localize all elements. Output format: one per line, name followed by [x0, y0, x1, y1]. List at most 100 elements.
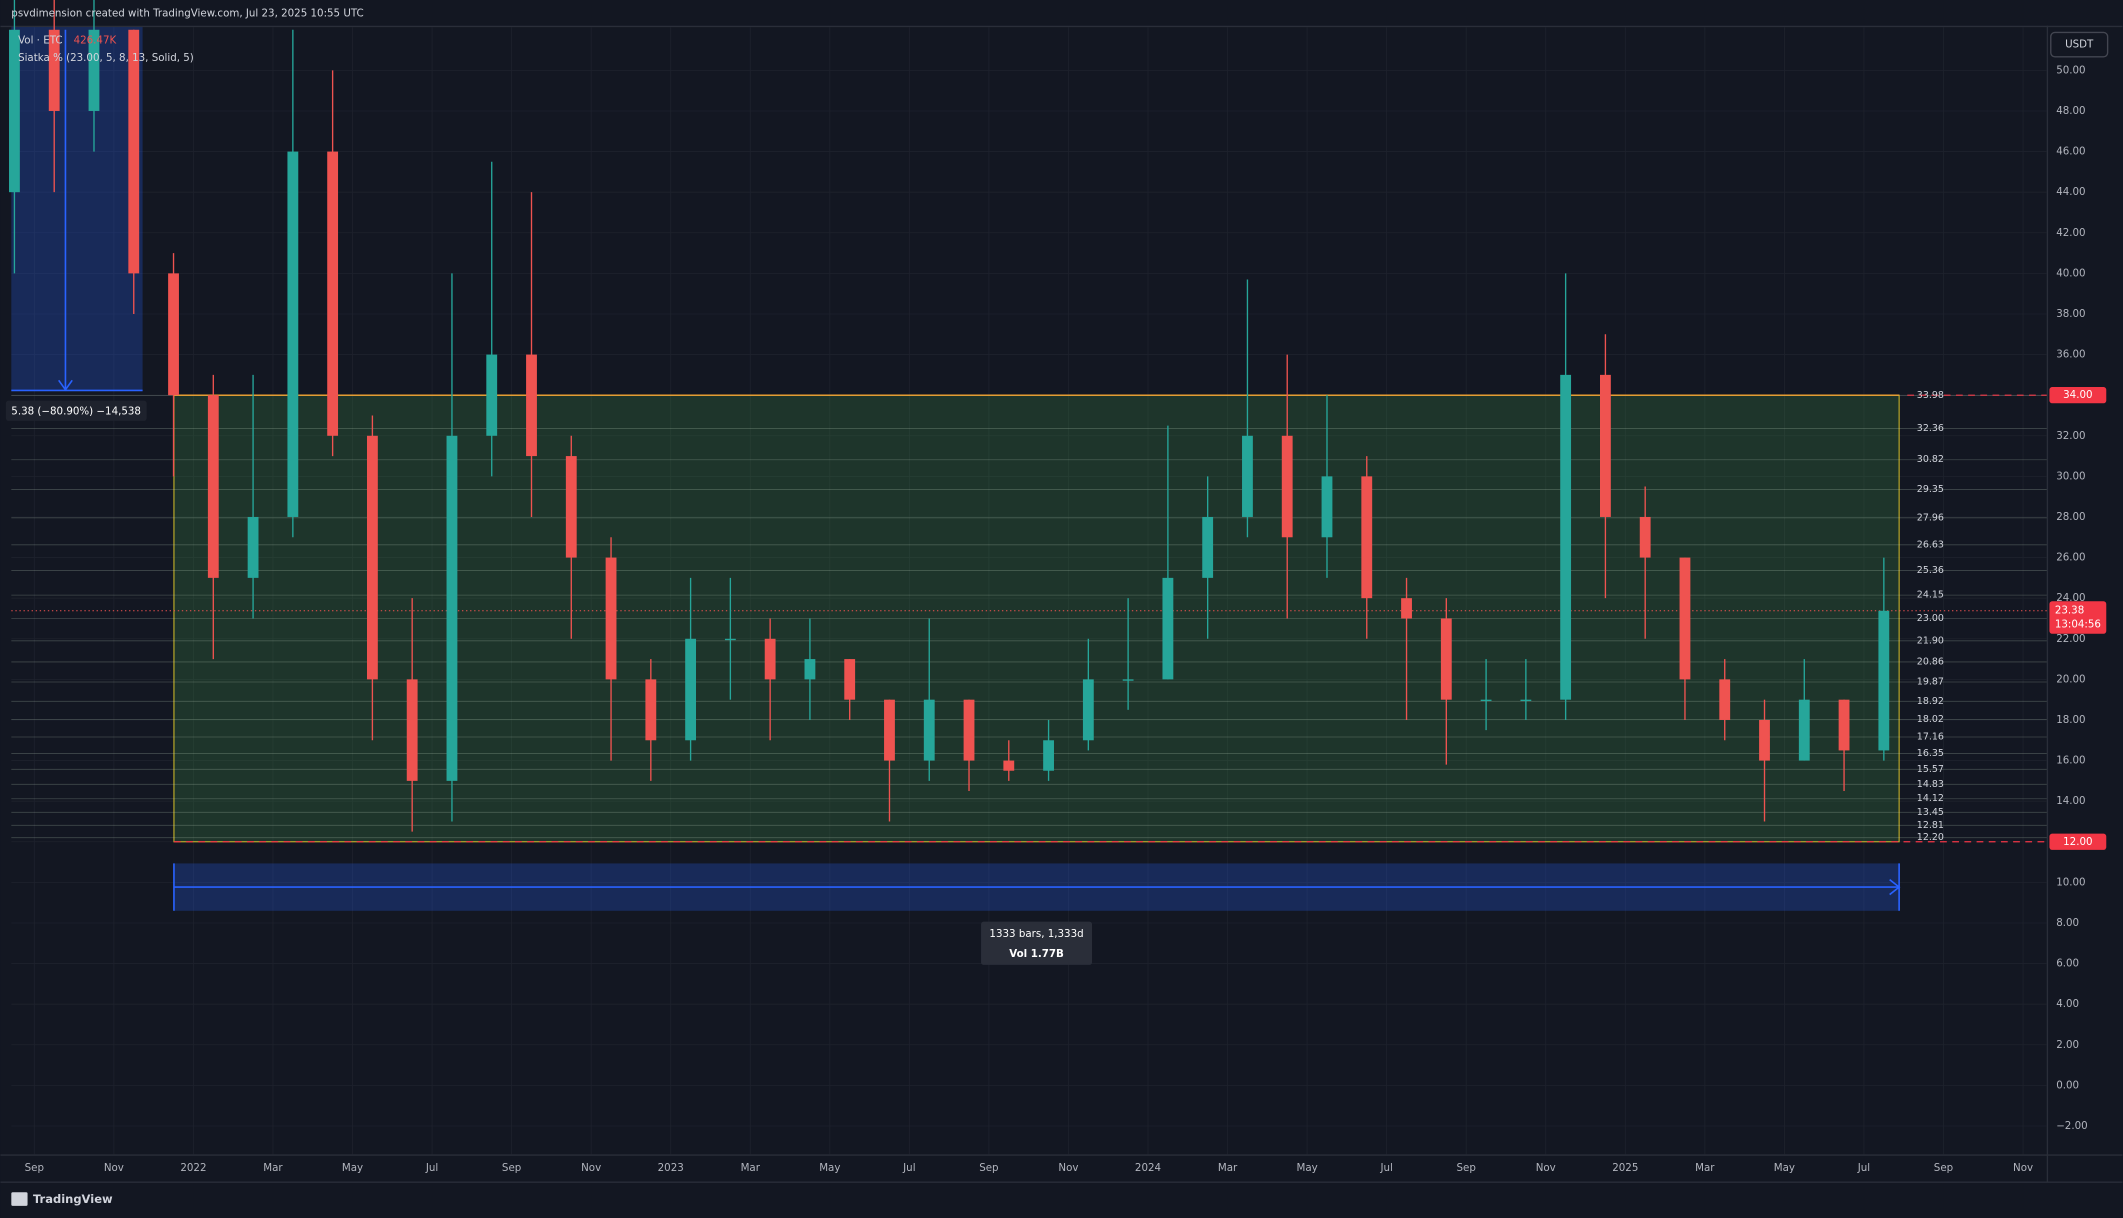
candle-body — [1082, 679, 1094, 741]
candle-body — [526, 354, 537, 457]
overlay — [11, 27, 2047, 911]
grid-level-label: 27.96 — [1917, 512, 1944, 523]
candle-body — [884, 699, 895, 761]
x-tick-label: Mar — [741, 1162, 761, 1174]
y-tick-label: 10.00 — [2056, 876, 2085, 888]
candle-body — [923, 699, 935, 761]
grid-level-label: 32.36 — [1917, 423, 1944, 434]
x-tick-label: May — [342, 1162, 363, 1174]
candle-body — [9, 29, 20, 193]
candle-body — [963, 699, 975, 761]
candle-body — [1401, 598, 1412, 619]
y-tick-label: 20.00 — [2056, 673, 2085, 685]
grid-level-label: 19.87 — [1917, 677, 1944, 688]
grid-level-label: 14.83 — [1917, 779, 1944, 790]
candle-body — [1639, 516, 1651, 558]
legend-volume: Vol · ETC — [18, 35, 62, 47]
y-tick-label: 6.00 — [2056, 958, 2079, 970]
candle-body — [168, 273, 179, 396]
candle-body — [1242, 435, 1253, 517]
grid-level-label: 23.00 — [1917, 613, 1944, 624]
y-tick-label: 50.00 — [2056, 64, 2085, 76]
grid-level-label: 20.86 — [1917, 656, 1944, 667]
x-tick-label: Nov — [2013, 1162, 2033, 1174]
y-tick-label: 2.00 — [2056, 1039, 2079, 1051]
measure-label-box — [5, 400, 147, 421]
measure-box — [11, 27, 143, 392]
grid-level-label: 25.36 — [1917, 565, 1944, 576]
x-tick-label: 2025 — [1612, 1162, 1638, 1174]
y-tick-label: 14.00 — [2056, 795, 2085, 807]
y-tick-label: 42.00 — [2056, 227, 2085, 239]
x-tick-label: 2023 — [658, 1162, 684, 1174]
y-tick-label: 28.00 — [2056, 511, 2085, 523]
x-tick-label: May — [1774, 1162, 1795, 1174]
x-tick-label: Nov — [1536, 1162, 1556, 1174]
y-tick-label: 38.00 — [2056, 308, 2085, 320]
labels: 50.00 48.00 46.00 44.00 42.00 40.00 38.00 36.00… — [5, 64, 2107, 1174]
last-price: 23.38 — [2055, 605, 2084, 617]
y-tick-label: 46.00 — [2056, 146, 2085, 158]
candle-body — [247, 516, 259, 578]
price-marker-label: 12.00 — [2063, 836, 2092, 848]
y-tick-label: 8.00 — [2056, 917, 2079, 929]
y-tick-label: 48.00 — [2056, 105, 2085, 117]
candle-body — [605, 557, 617, 680]
y-tick-label: 18.00 — [2056, 714, 2085, 726]
grid-box — [173, 394, 1900, 843]
grid-level-label: 16.35 — [1917, 748, 1944, 759]
y-tick-label: 26.00 — [2056, 552, 2085, 564]
x-tick-label: Jul — [902, 1162, 915, 1174]
x-tick-label: Jul — [1857, 1162, 1870, 1174]
header-title: psvdimension created with TradingView.co… — [11, 8, 363, 20]
measure-label: 5.38 (−80.90%) −14,538 — [11, 405, 141, 417]
grid-level-label: 13.45 — [1917, 807, 1944, 818]
candle-body — [685, 638, 697, 741]
y-tick-label: 40.00 — [2056, 267, 2085, 279]
grid-level-label: 15.57 — [1917, 764, 1944, 775]
candle-body — [1798, 699, 1810, 761]
x-tick-label: 2024 — [1135, 1162, 1161, 1174]
candle-body — [1520, 699, 1532, 702]
candle-body — [48, 29, 60, 111]
range-label-box — [981, 921, 1093, 965]
range-ends — [173, 863, 1901, 911]
candle-body — [724, 638, 736, 641]
legend-volume-value: 426.47K — [74, 35, 117, 47]
grid-level-label: 33.98 — [1917, 390, 1944, 401]
candle-body — [1361, 476, 1373, 599]
logo — [11, 1192, 28, 1206]
price-marker — [2049, 833, 2107, 850]
currency[interactable]: USDT — [2065, 39, 2094, 51]
x-tick-label: Jul — [425, 1162, 438, 1174]
grid-level-label: 29.35 — [1917, 484, 1944, 495]
currency-box[interactable] — [2050, 31, 2109, 58]
grid-level-label: 24.15 — [1917, 590, 1944, 601]
candle-body — [1480, 699, 1492, 702]
candle-body — [1003, 760, 1015, 771]
x-tick-label: Sep — [502, 1162, 521, 1174]
candle-body — [366, 435, 378, 680]
candle-body — [1440, 618, 1452, 700]
candle-body — [128, 29, 140, 274]
y-tick-label: −2.00 — [2056, 1120, 2087, 1132]
candle-body — [1679, 557, 1691, 680]
grid-level-label: 17.16 — [1917, 732, 1944, 743]
legend-indicator: Siatka % (23.00, 5, 8, 13, Solid, 5) — [18, 52, 194, 64]
last-price-box — [2049, 601, 2107, 634]
grid-level-label: 18.92 — [1917, 696, 1944, 707]
x-tick-label: May — [819, 1162, 840, 1174]
y-tick-label: 30.00 — [2056, 470, 2085, 482]
x-tick-label: Nov — [581, 1162, 601, 1174]
candle-body — [1321, 476, 1333, 538]
candle-body — [327, 151, 339, 436]
candle-body — [1599, 374, 1611, 517]
price-marker — [2049, 387, 2107, 404]
candle-body — [804, 659, 816, 680]
price-marker-label: 34.00 — [2063, 389, 2092, 401]
grid-level-label: 14.12 — [1917, 793, 1944, 804]
candle-body — [764, 638, 776, 680]
x-tick-label: Nov — [1058, 1162, 1078, 1174]
